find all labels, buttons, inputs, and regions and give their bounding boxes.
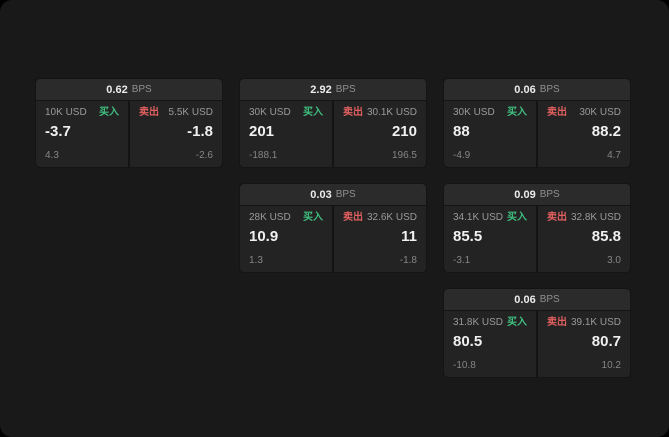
spread-header: 0.06 BPS [444, 289, 630, 310]
buy-change: 4.3 [45, 150, 59, 161]
buy-size: 31.8K USD [453, 317, 504, 328]
sell-panel[interactable]: 卖出 30.1K USD 210 196.5 [334, 101, 426, 167]
sell-panel[interactable]: 卖出 39.1K USD 80.7 10.2 [538, 311, 630, 377]
buy-price: -3.7 [45, 123, 71, 140]
bps-unit-label: BPS [539, 84, 560, 95]
bps-unit-label: BPS [335, 84, 356, 95]
sell-size: 30K USD [579, 107, 621, 118]
buy-price: 10.9 [249, 228, 279, 245]
sell-price: 210 [391, 123, 417, 140]
quote-card: 0.03 BPS 28K USD 买入 10.9 1.3 卖出 32.6K US… [239, 183, 427, 273]
bps-unit-label: BPS [539, 294, 560, 305]
buy-label: 买入 [507, 212, 527, 223]
sell-change: -2.6 [195, 150, 213, 161]
buy-label: 买入 [303, 212, 323, 223]
buy-change: -188.1 [249, 150, 278, 161]
sell-label: 卖出 [547, 317, 567, 328]
sell-size: 5.5K USD [168, 107, 213, 118]
buy-panel[interactable]: 30K USD 买入 88 -4.9 [444, 101, 536, 167]
spread-value: 0.09 [514, 188, 536, 201]
buy-panel[interactable]: 28K USD 买入 10.9 1.3 [240, 206, 332, 272]
buy-panel[interactable]: 10K USD 买入 -3.7 4.3 [36, 101, 128, 167]
buy-change: -3.1 [453, 255, 471, 266]
buy-price: 88 [453, 123, 470, 140]
buy-panel[interactable]: 31.8K USD 买入 80.5 -10.8 [444, 311, 536, 377]
sell-price: 88.2 [591, 123, 621, 140]
buy-size: 28K USD [249, 212, 291, 223]
bps-unit-label: BPS [539, 189, 560, 200]
sell-price: 11 [401, 228, 417, 245]
sell-label: 卖出 [343, 107, 363, 118]
buy-size: 30K USD [249, 107, 291, 118]
sell-size: 30.1K USD [366, 107, 417, 118]
quote-card: 2.92 BPS 30K USD 买入 201 -188.1 卖出 30.1K … [239, 78, 427, 168]
sell-size: 32.6K USD [366, 212, 417, 223]
buy-price: 201 [249, 123, 275, 140]
buy-change: 1.3 [249, 255, 263, 266]
sell-label: 卖出 [547, 107, 567, 118]
quote-card: 0.62 BPS 10K USD 买入 -3.7 4.3 卖出 5.5K USD [35, 78, 223, 168]
buy-panel[interactable]: 30K USD 买入 201 -188.1 [240, 101, 332, 167]
sell-label: 卖出 [547, 212, 567, 223]
quote-card-body: 30K USD 买入 88 -4.9 卖出 30K USD 88.2 4.7 [444, 101, 630, 167]
buy-size: 10K USD [45, 107, 87, 118]
sell-change: -1.8 [399, 255, 417, 266]
spread-value: 0.06 [514, 83, 536, 96]
spread-value: 2.92 [310, 83, 332, 96]
bps-unit-label: BPS [131, 84, 152, 95]
sell-price: 80.7 [591, 333, 621, 350]
quote-card-body: 28K USD 买入 10.9 1.3 卖出 32.6K USD 11 -1.8 [240, 206, 426, 272]
sell-label: 卖出 [343, 212, 363, 223]
sell-change: 196.5 [391, 150, 417, 161]
spread-header: 0.03 BPS [240, 184, 426, 205]
quote-card: 0.09 BPS 34.1K USD 买入 85.5 -3.1 卖出 32.8K… [443, 183, 631, 273]
sell-panel[interactable]: 卖出 30K USD 88.2 4.7 [538, 101, 630, 167]
quote-card-body: 10K USD 买入 -3.7 4.3 卖出 5.5K USD -1.8 -2.… [36, 101, 222, 167]
buy-size: 34.1K USD [453, 212, 504, 223]
buy-label: 买入 [303, 107, 323, 118]
sell-label: 卖出 [139, 107, 159, 118]
sell-panel[interactable]: 卖出 32.8K USD 85.8 3.0 [538, 206, 630, 272]
quote-card-grid: 0.62 BPS 10K USD 买入 -3.7 4.3 卖出 5.5K USD [35, 78, 631, 378]
buy-change: -10.8 [453, 360, 476, 371]
sell-price: 85.8 [591, 228, 621, 245]
bps-unit-label: BPS [335, 189, 356, 200]
spread-value: 0.06 [514, 293, 536, 306]
spread-value: 0.03 [310, 188, 332, 201]
sell-size: 32.8K USD [570, 212, 621, 223]
sell-panel[interactable]: 卖出 32.6K USD 11 -1.8 [334, 206, 426, 272]
quote-card-body: 34.1K USD 买入 85.5 -3.1 卖出 32.8K USD 85.8… [444, 206, 630, 272]
quote-card-body: 30K USD 买入 201 -188.1 卖出 30.1K USD 210 1… [240, 101, 426, 167]
buy-label: 买入 [507, 107, 527, 118]
quote-card-body: 31.8K USD 买入 80.5 -10.8 卖出 39.1K USD 80.… [444, 311, 630, 377]
buy-label: 买入 [99, 107, 119, 118]
buy-panel[interactable]: 34.1K USD 买入 85.5 -3.1 [444, 206, 536, 272]
buy-size: 30K USD [453, 107, 495, 118]
buy-price: 80.5 [453, 333, 483, 350]
sell-change: 4.7 [607, 150, 621, 161]
spread-value: 0.62 [106, 83, 128, 96]
buy-change: -4.9 [453, 150, 471, 161]
buy-price: 85.5 [453, 228, 483, 245]
spread-header: 0.09 BPS [444, 184, 630, 205]
sell-change: 3.0 [607, 255, 621, 266]
sell-panel[interactable]: 卖出 5.5K USD -1.8 -2.6 [130, 101, 222, 167]
sell-price: -1.8 [187, 123, 213, 140]
sell-change: 10.2 [601, 360, 621, 371]
spread-header: 2.92 BPS [240, 79, 426, 100]
spread-header: 0.06 BPS [444, 79, 630, 100]
quote-card: 0.06 BPS 30K USD 买入 88 -4.9 卖出 30K USD [443, 78, 631, 168]
spread-header: 0.62 BPS [36, 79, 222, 100]
sell-size: 39.1K USD [570, 317, 621, 328]
buy-label: 买入 [507, 317, 527, 328]
quote-card: 0.06 BPS 31.8K USD 买入 80.5 -10.8 卖出 39.1… [443, 288, 631, 378]
